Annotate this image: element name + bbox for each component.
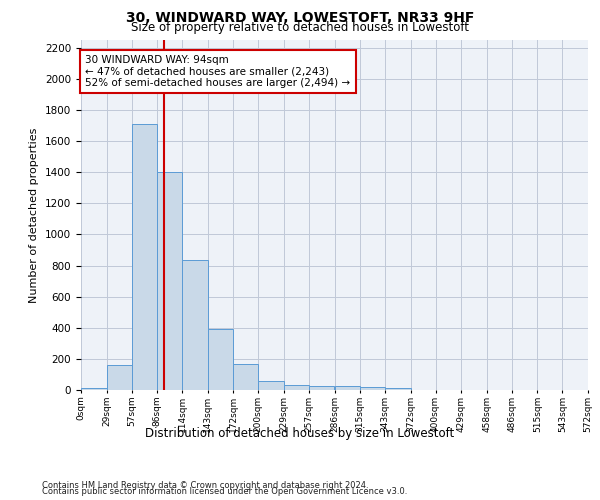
Text: 30, WINDWARD WAY, LOWESTOFT, NR33 9HF: 30, WINDWARD WAY, LOWESTOFT, NR33 9HF bbox=[126, 11, 474, 25]
Bar bbox=[131, 124, 157, 390]
Text: Contains HM Land Registry data © Crown copyright and database right 2024.: Contains HM Land Registry data © Crown c… bbox=[42, 481, 368, 490]
Bar bbox=[335, 386, 360, 390]
Bar bbox=[233, 364, 258, 390]
Text: Size of property relative to detached houses in Lowestoft: Size of property relative to detached ho… bbox=[131, 22, 469, 35]
Text: Distribution of detached houses by size in Lowestoft: Distribution of detached houses by size … bbox=[145, 428, 455, 440]
Bar bbox=[81, 388, 107, 390]
Bar bbox=[309, 386, 335, 390]
Bar bbox=[258, 380, 284, 390]
Text: Contains public sector information licensed under the Open Government Licence v3: Contains public sector information licen… bbox=[42, 488, 407, 496]
Y-axis label: Number of detached properties: Number of detached properties bbox=[29, 128, 40, 302]
Bar bbox=[360, 387, 385, 390]
Bar bbox=[385, 388, 411, 390]
Bar bbox=[284, 384, 309, 390]
Bar bbox=[107, 365, 131, 390]
Bar bbox=[208, 330, 233, 390]
Bar bbox=[157, 172, 182, 390]
Bar bbox=[182, 260, 208, 390]
Text: 30 WINDWARD WAY: 94sqm
← 47% of detached houses are smaller (2,243)
52% of semi-: 30 WINDWARD WAY: 94sqm ← 47% of detached… bbox=[85, 55, 350, 88]
